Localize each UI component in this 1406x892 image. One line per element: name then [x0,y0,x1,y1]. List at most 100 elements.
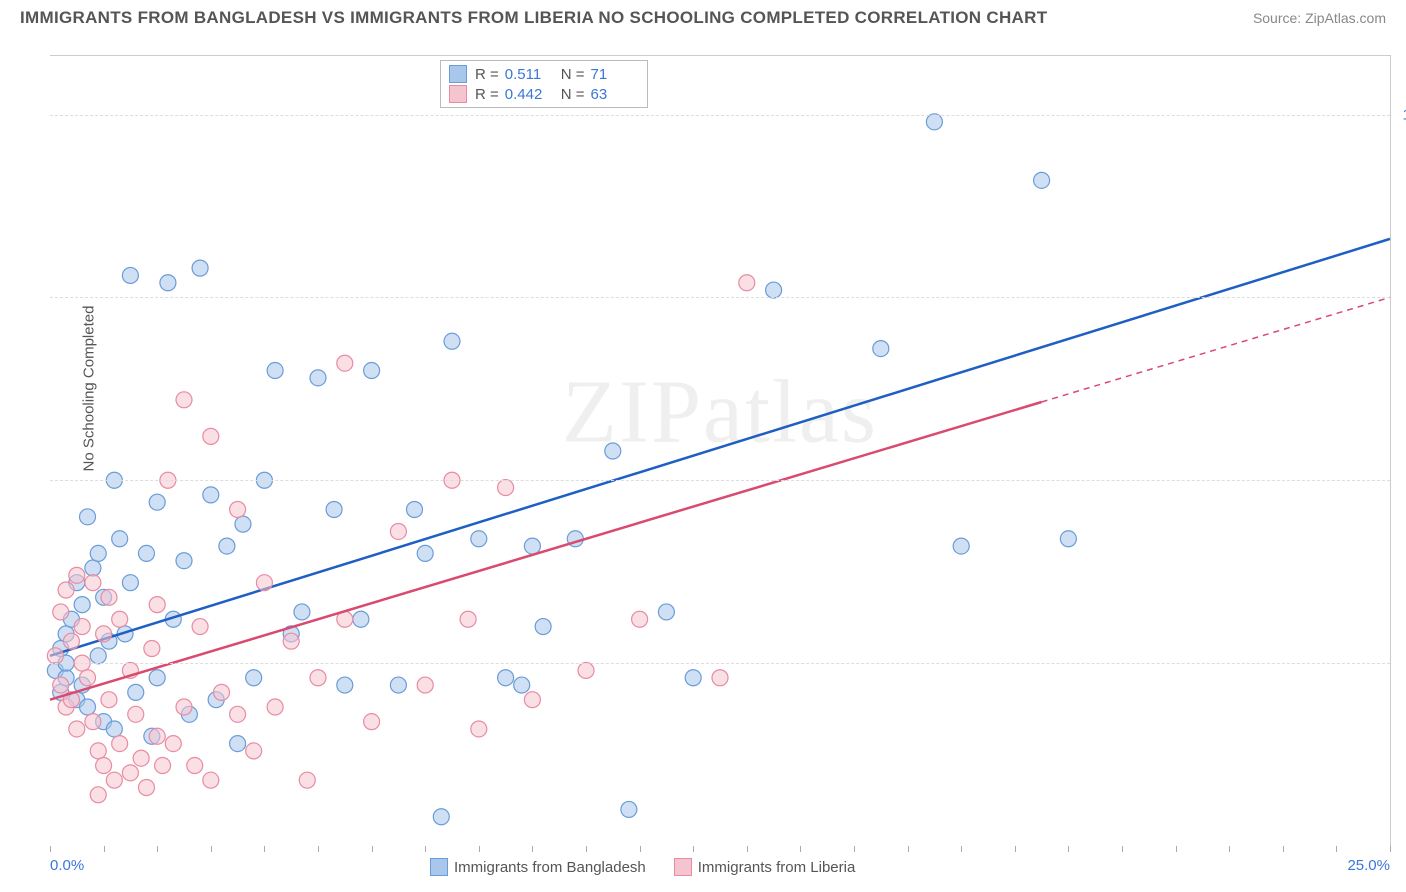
data-point [63,633,79,649]
data-point [149,597,165,613]
data-point [203,428,219,444]
swatch-bangladesh-bottom [430,858,448,876]
data-point [138,545,154,561]
r-value-liberia: 0.442 [505,86,553,103]
n-label: N = [561,86,585,103]
trend-line-extrapolated [1042,297,1390,402]
data-point [337,677,353,693]
data-point [1060,531,1076,547]
data-point [310,670,326,686]
data-point [112,531,128,547]
data-point [417,677,433,693]
swatch-bangladesh [449,65,467,83]
data-point [294,604,310,620]
data-point [605,443,621,459]
legend-row-bangladesh: R = 0.511 N = 71 [449,64,639,84]
data-point [578,662,594,678]
data-point [106,721,122,737]
chart-title: IMMIGRANTS FROM BANGLADESH VS IMMIGRANTS… [20,8,1047,28]
data-point [299,772,315,788]
data-point [122,575,138,591]
data-point [1034,172,1050,188]
r-label: R = [475,66,499,83]
data-point [96,758,112,774]
data-point [524,692,540,708]
trend-line [50,402,1042,700]
data-point [406,502,422,518]
n-value-liberia: 63 [591,86,639,103]
data-point [433,809,449,825]
data-point [112,611,128,627]
data-point [267,363,283,379]
data-point [230,706,246,722]
data-point [58,582,74,598]
data-point [160,275,176,291]
data-point [460,611,476,627]
data-point [85,560,101,576]
data-point [138,779,154,795]
r-value-bangladesh: 0.511 [505,66,553,83]
data-point [149,670,165,686]
data-point [417,545,433,561]
legend-item-liberia: Immigrants from Liberia [674,858,856,876]
data-point [133,750,149,766]
data-point [80,509,96,525]
data-point [256,575,272,591]
data-point [926,114,942,130]
data-point [192,619,208,635]
trend-line [50,239,1390,656]
data-point [471,721,487,737]
legend-item-bangladesh: Immigrants from Bangladesh [430,858,646,876]
data-point [621,801,637,817]
data-point [128,684,144,700]
data-point [766,282,782,298]
x-tick-label: 0.0% [50,857,84,874]
data-point [524,538,540,554]
data-point [90,545,106,561]
data-point [53,677,69,693]
source-attribution: Source: ZipAtlas.com [1253,10,1386,26]
data-point [535,619,551,635]
data-point [498,670,514,686]
data-point [128,706,144,722]
data-point [246,743,262,759]
data-point [192,260,208,276]
data-point [80,670,96,686]
legend-label-liberia: Immigrants from Liberia [698,859,856,876]
data-point [219,538,235,554]
data-point [122,765,138,781]
data-point [267,699,283,715]
n-value-bangladesh: 71 [591,66,639,83]
n-label: N = [561,66,585,83]
data-point [69,721,85,737]
data-point [80,699,96,715]
data-point [471,531,487,547]
data-point [47,648,63,664]
data-point [214,684,230,700]
data-point [106,772,122,788]
r-label: R = [475,86,499,103]
data-point [953,538,969,554]
data-point [203,487,219,503]
data-point [74,597,90,613]
data-point [246,670,262,686]
data-point [74,619,90,635]
data-point [90,743,106,759]
data-point [112,736,128,752]
swatch-liberia-bottom [674,858,692,876]
data-point [176,699,192,715]
data-point [658,604,674,620]
data-point [364,714,380,730]
data-point [101,589,117,605]
data-point [101,692,117,708]
data-point [155,758,171,774]
x-tick-label: 25.0% [1347,857,1390,874]
y-tick-label: 10.0% [1402,106,1406,123]
data-point [390,523,406,539]
data-point [165,736,181,752]
data-point [310,370,326,386]
data-point [444,333,460,349]
data-point [632,611,648,627]
data-point [230,736,246,752]
scatter-plot: ZIPatlas R = 0.511 N = 71 R = 0.442 N = … [50,55,1391,846]
